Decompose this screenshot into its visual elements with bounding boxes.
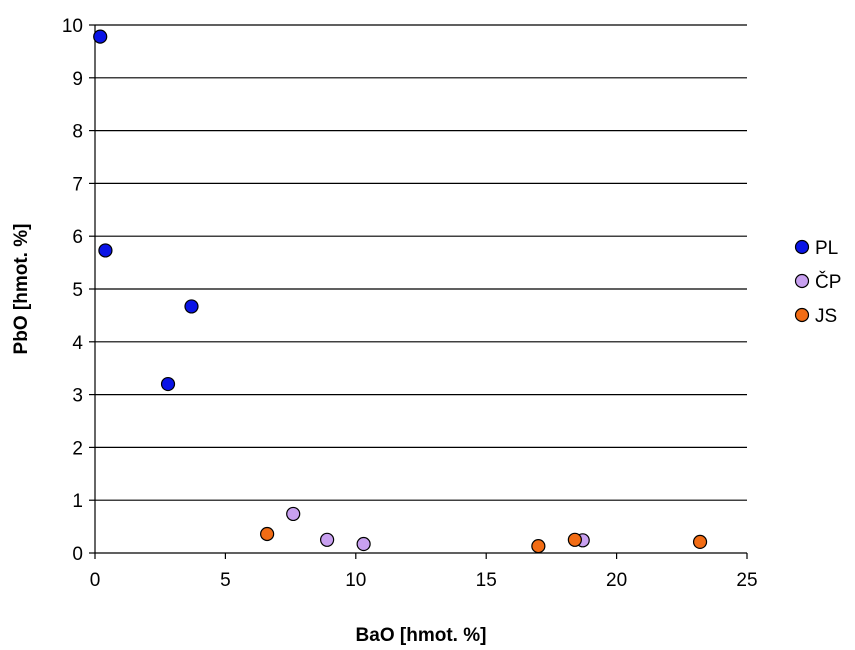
y-axis-title: PbO [hmot. %] xyxy=(11,224,32,355)
data-point xyxy=(286,506,301,522)
x-tick-label: 10 xyxy=(345,570,366,591)
data-point xyxy=(692,534,708,550)
x-tick-labels: 0 5 10 15 20 25 xyxy=(90,553,758,591)
y-tick-label: 5 xyxy=(72,280,83,301)
y-tick-label: 7 xyxy=(72,174,83,195)
y-tick-label: 2 xyxy=(72,438,83,459)
data-point xyxy=(260,526,275,542)
legend-marker xyxy=(794,307,810,323)
data-point xyxy=(184,299,199,314)
x-axis-title: BaO [hmot. %] xyxy=(356,625,487,646)
y-tick-label: 1 xyxy=(72,491,83,512)
legend-label: ČP xyxy=(815,271,841,293)
x-tick-label: 5 xyxy=(220,570,231,591)
y-tick-label: 8 xyxy=(72,122,83,143)
y-tick-label: 4 xyxy=(72,333,83,354)
y-tick-label: 0 xyxy=(72,544,83,565)
data-point xyxy=(93,29,108,44)
legend-marker xyxy=(794,239,810,255)
x-tick-label: 0 xyxy=(90,570,101,591)
legend-label: JS xyxy=(815,306,837,327)
data-points xyxy=(93,29,708,554)
x-tick-label: 25 xyxy=(736,570,757,591)
data-point xyxy=(531,539,546,554)
y-tick-label: 9 xyxy=(72,69,83,90)
y-tick-label: 10 xyxy=(62,16,83,37)
data-point xyxy=(98,243,113,258)
y-tick-label: 6 xyxy=(72,227,83,248)
legend: PL ČP JS xyxy=(794,238,841,327)
x-tick-label: 15 xyxy=(476,570,497,591)
data-point xyxy=(567,532,582,547)
data-point xyxy=(356,536,371,552)
y-tick-label: 3 xyxy=(72,386,83,407)
x-tick-label: 20 xyxy=(606,570,627,591)
legend-marker xyxy=(794,273,810,289)
data-point xyxy=(160,376,176,392)
legend-label: PL xyxy=(815,238,838,259)
y-tick-labels: 0 1 2 3 4 5 6 7 8 9 10 xyxy=(62,16,95,565)
gridlines xyxy=(95,24,747,501)
data-point xyxy=(320,532,335,547)
